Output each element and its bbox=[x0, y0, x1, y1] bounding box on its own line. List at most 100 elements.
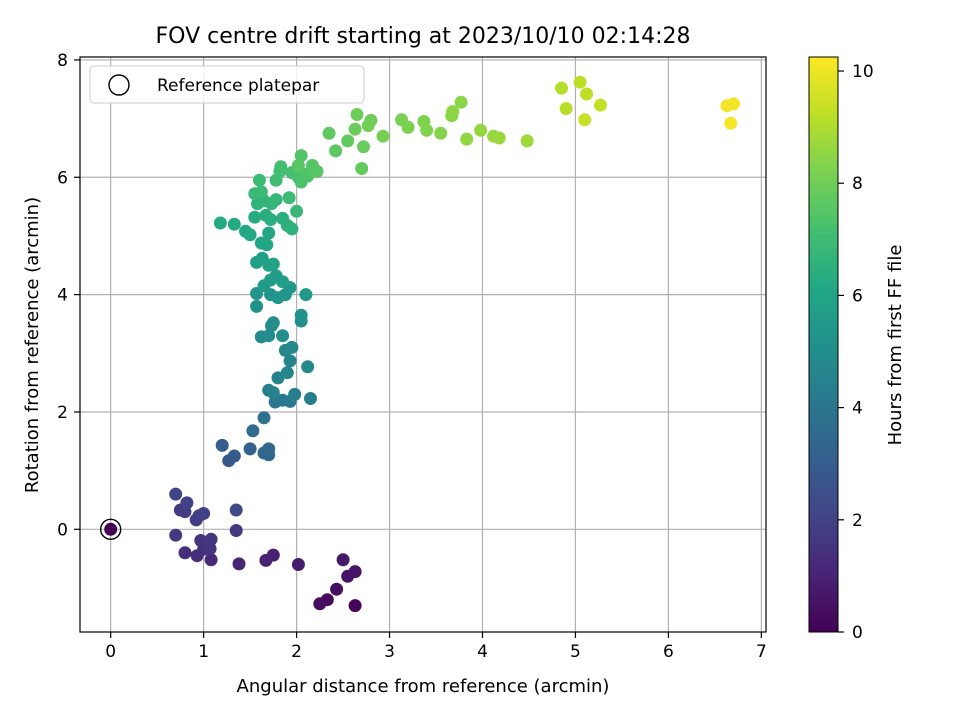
data-point bbox=[724, 116, 738, 130]
data-point bbox=[330, 582, 344, 596]
y-axis-label: Rotation from reference (arcmin) bbox=[22, 197, 43, 493]
data-point bbox=[580, 87, 594, 101]
data-point bbox=[180, 496, 194, 510]
colorbar-tick-label: 4 bbox=[852, 399, 863, 419]
data-point bbox=[266, 386, 280, 400]
x-tick-label: 6 bbox=[663, 642, 674, 662]
colorbar-label: Hours from first FF file bbox=[885, 245, 906, 446]
data-point bbox=[232, 557, 246, 571]
data-point bbox=[203, 542, 217, 556]
data-point bbox=[357, 140, 370, 154]
data-point bbox=[274, 160, 288, 174]
data-point bbox=[204, 553, 218, 567]
data-point bbox=[290, 204, 304, 218]
data-point bbox=[204, 532, 218, 546]
colorbar-tick-label: 10 bbox=[852, 62, 874, 82]
data-point bbox=[269, 193, 283, 207]
data-point bbox=[555, 81, 568, 95]
data-point bbox=[227, 217, 241, 231]
data-point bbox=[264, 213, 278, 226]
colorbar-ticks: 0 2 4 6 8 10 bbox=[838, 62, 874, 643]
legend-box bbox=[89, 65, 365, 104]
x-tick-label: 4 bbox=[477, 642, 488, 662]
data-points bbox=[99, 75, 740, 613]
x-ticks: 0 1 2 3 4 5 6 7 bbox=[105, 632, 767, 662]
data-point bbox=[250, 299, 264, 313]
data-point bbox=[294, 149, 308, 163]
data-point bbox=[280, 366, 294, 380]
legend: Reference platepar bbox=[89, 65, 365, 104]
legend-label-reference: Reference platepar bbox=[157, 76, 319, 96]
data-point bbox=[446, 105, 460, 119]
data-point bbox=[262, 329, 276, 343]
data-point bbox=[104, 522, 118, 536]
plot-area-frame bbox=[79, 56, 767, 633]
data-point bbox=[474, 123, 488, 137]
data-point bbox=[239, 224, 252, 238]
data-point bbox=[301, 360, 315, 374]
x-tick-label: 0 bbox=[105, 642, 116, 662]
colorbar-gradient bbox=[808, 56, 839, 633]
data-point bbox=[594, 98, 607, 112]
data-point bbox=[341, 134, 355, 148]
colorbar-tick-label: 6 bbox=[852, 286, 863, 306]
data-point bbox=[213, 216, 227, 230]
data-point bbox=[420, 123, 434, 137]
data-point bbox=[559, 102, 573, 116]
legend-marker-reference bbox=[108, 74, 130, 96]
data-point bbox=[291, 558, 305, 571]
x-tick-label: 3 bbox=[384, 642, 395, 662]
y-tick-label: 8 bbox=[57, 51, 68, 71]
data-point bbox=[434, 126, 448, 140]
data-point bbox=[266, 257, 280, 271]
data-point bbox=[313, 597, 327, 611]
data-point bbox=[348, 122, 362, 136]
data-point bbox=[573, 75, 587, 89]
y-tick-label: 4 bbox=[57, 286, 68, 306]
data-point bbox=[243, 442, 257, 456]
data-point bbox=[304, 392, 317, 405]
data-point bbox=[194, 534, 208, 547]
data-point bbox=[492, 131, 506, 145]
data-point bbox=[454, 95, 468, 109]
data-point bbox=[348, 599, 362, 613]
data-point bbox=[169, 487, 183, 501]
reference-platepar-marker bbox=[99, 518, 122, 541]
grid bbox=[80, 57, 766, 632]
data-point bbox=[276, 275, 290, 289]
data-point bbox=[266, 316, 280, 330]
data-point bbox=[260, 238, 274, 252]
data-point bbox=[285, 340, 299, 354]
data-point bbox=[283, 354, 297, 368]
data-point bbox=[727, 97, 740, 111]
data-point bbox=[282, 191, 296, 205]
data-point bbox=[376, 129, 390, 143]
y-tick-label: 6 bbox=[57, 168, 68, 188]
data-point bbox=[329, 144, 343, 158]
data-point bbox=[229, 524, 243, 537]
data-point bbox=[257, 411, 271, 425]
data-point bbox=[252, 173, 266, 187]
x-tick-label: 5 bbox=[570, 642, 581, 662]
data-point bbox=[336, 553, 350, 567]
data-point bbox=[227, 449, 241, 463]
data-point bbox=[254, 185, 268, 199]
data-point bbox=[215, 438, 229, 452]
data-point bbox=[246, 424, 260, 438]
y-ticks: 0 2 4 6 8 bbox=[57, 51, 80, 540]
data-point bbox=[259, 553, 273, 567]
data-point bbox=[361, 119, 375, 133]
x-tick-label: 7 bbox=[756, 642, 767, 662]
data-point bbox=[285, 222, 299, 236]
data-point bbox=[310, 164, 324, 178]
data-point bbox=[262, 442, 276, 456]
chart-title: FOV centre drift starting at 2023/10/10 … bbox=[156, 24, 691, 49]
colorbar-tick-label: 8 bbox=[852, 174, 863, 194]
x-tick-label: 2 bbox=[291, 642, 302, 662]
data-point bbox=[401, 120, 415, 134]
data-point bbox=[355, 162, 369, 175]
data-point bbox=[262, 226, 276, 240]
data-point bbox=[288, 387, 302, 401]
colorbar-tick-label: 0 bbox=[852, 623, 863, 643]
